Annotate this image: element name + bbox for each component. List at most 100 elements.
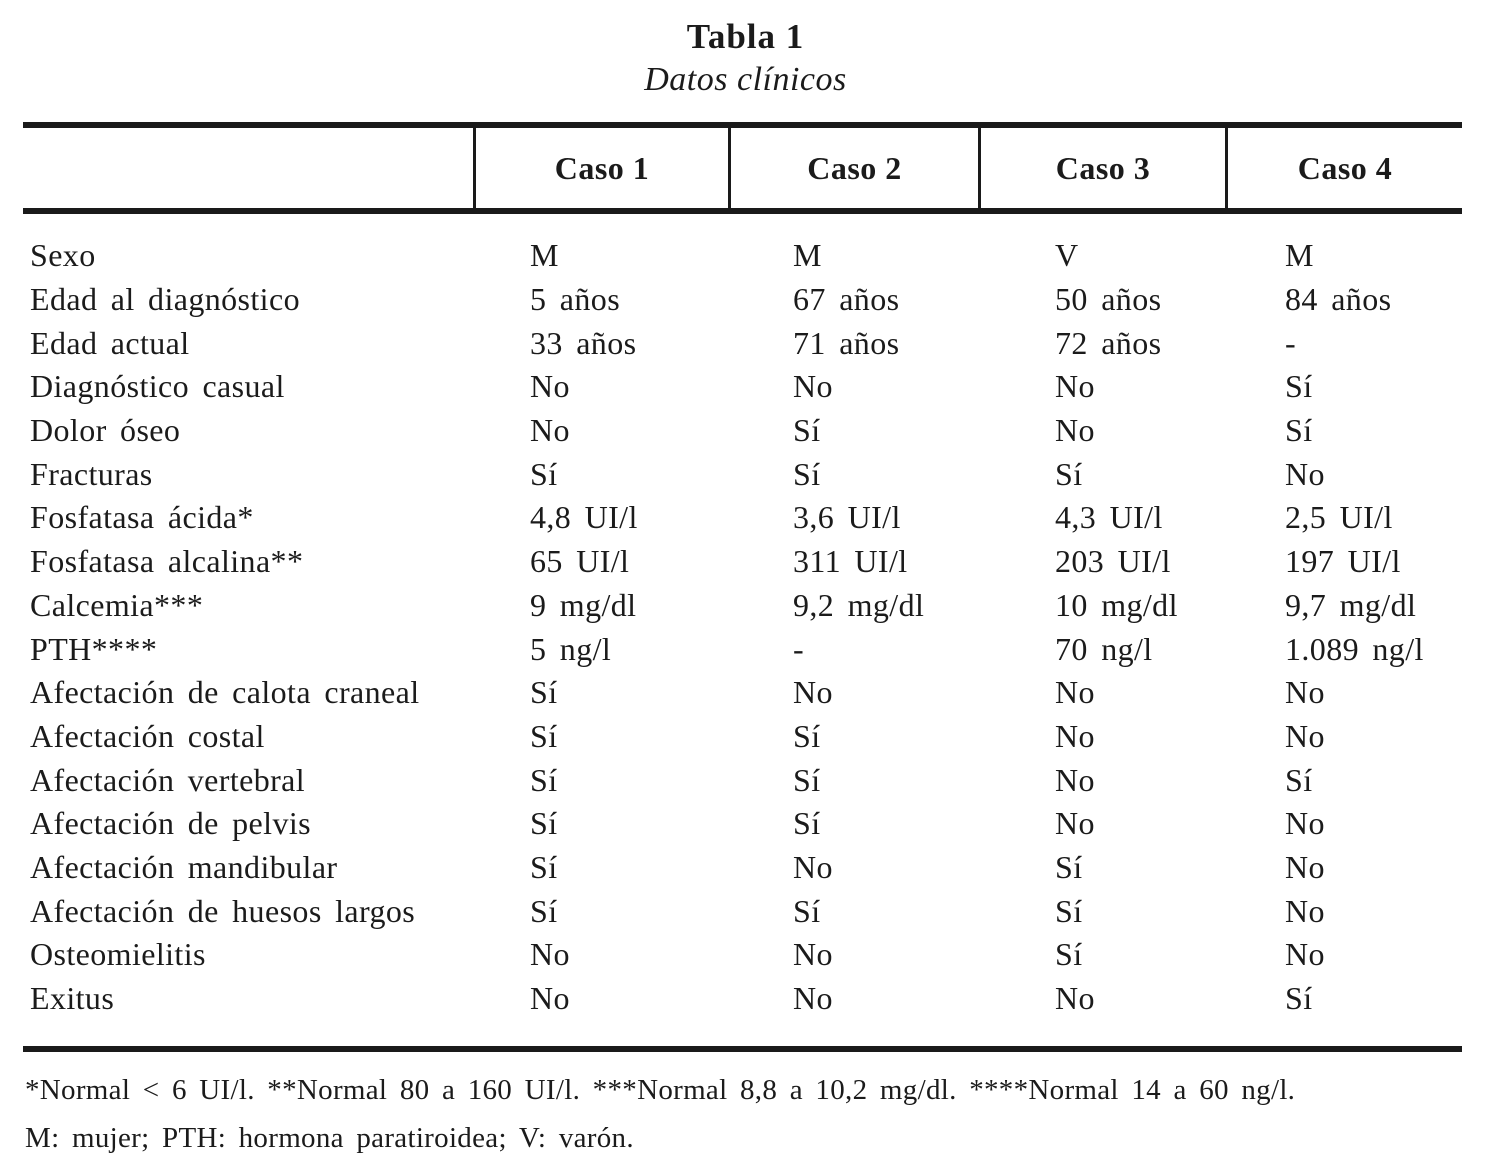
table-cell-caso-2: 9,2 mg/dl [793,586,925,623]
column-header-caso-4: Caso 4 [1225,128,1462,208]
table-cell-caso-2: No [793,674,833,711]
column-header-empty [23,128,473,208]
table-cell-caso-1: 65 UI/l [530,543,630,580]
row-label: PTH**** [30,630,158,667]
row-label: Afectación de calota craneal [30,674,420,711]
table-cell-caso-2: No [793,848,833,885]
table-row: Afectación de pelvis Sí Sí No No [23,802,1462,846]
table-cell-caso-2: M [793,237,822,274]
table-cell-caso-3: V [1055,237,1079,274]
table-cell-caso-4: No [1285,936,1325,973]
footnotes: *Normal < 6 UI/l. **Normal 80 a 160 UI/l… [25,1066,1465,1162]
row-label: Fracturas [30,455,153,492]
row-label: Calcemia*** [30,586,204,623]
table-row: PTH**** 5 ng/l - 70 ng/l 1.089 ng/l [23,627,1462,671]
table-cell-caso-3: Sí [1055,936,1083,973]
row-label: Osteomielitis [30,936,206,973]
table-cell-caso-4: Sí [1285,980,1313,1017]
table-cell-caso-1: 5 años [530,281,621,318]
table-cell-caso-1: 33 años [530,324,637,361]
table-cell-caso-1: Sí [530,848,558,885]
table-row: Afectación vertebral Sí Sí No Sí [23,758,1462,802]
table-row: Osteomielitis No No Sí No [23,933,1462,977]
table-cell-caso-4: No [1285,674,1325,711]
table-cell-caso-4: 84 años [1285,281,1392,318]
table-row: Afectación costal Sí Sí No No [23,715,1462,759]
table-row: Edad al diagnóstico 5 años 67 años 50 añ… [23,278,1462,322]
table-title: Tabla 1 [686,17,805,56]
table-cell-caso-2: 67 años [793,281,900,318]
table-cell-caso-1: No [530,368,570,405]
table-row: Fosfatasa alcalina** 65 UI/l 311 UI/l 20… [23,540,1462,584]
table-row: Edad actual 33 años 71 años 72 años - [23,321,1462,365]
table-row: Afectación de calota craneal Sí No No No [23,671,1462,715]
table-cell-caso-3: 203 UI/l [1055,543,1171,580]
table-cell-caso-2: Sí [793,892,821,929]
table-cell-caso-3: No [1055,717,1095,754]
table-cell-caso-4: No [1285,455,1325,492]
row-label: Afectación costal [30,717,265,754]
row-label: Edad al diagnóstico [30,281,300,318]
table-cell-caso-4: Sí [1285,761,1313,798]
table-cell-caso-2: Sí [793,805,821,842]
table-cell-caso-3: No [1055,412,1095,449]
table-cell-caso-2: 311 UI/l [793,543,908,580]
table-cell-caso-3: No [1055,761,1095,798]
table-cell-caso-4: M [1285,237,1314,274]
table-row: Dolor óseo No Sí No Sí [23,409,1462,453]
table-cell-caso-1: Sí [530,892,558,929]
table-cell-caso-1: Sí [530,717,558,754]
table-cell-caso-4: No [1285,717,1325,754]
table-row: Afectación de huesos largos Sí Sí Sí No [23,889,1462,933]
table-cell-caso-2: Sí [793,761,821,798]
row-label: Afectación vertebral [30,761,306,798]
table-cell-caso-3: No [1055,805,1095,842]
table-row: Fracturas Sí Sí Sí No [23,452,1462,496]
table-row: Afectación mandibular Sí No Sí No [23,846,1462,890]
table-cell-caso-1: No [530,936,570,973]
table-cell-caso-1: Sí [530,455,558,492]
table-cell-caso-2: Sí [793,455,821,492]
footnote-abbreviations: M: mujer; PTH: hormona paratiroidea; V: … [25,1122,634,1154]
table-cell-caso-2: Sí [793,717,821,754]
column-header-caso-3: Caso 3 [978,128,1225,208]
row-label: Fosfatasa alcalina** [30,543,304,580]
row-label: Fosfatasa ácida* [30,499,254,536]
table-cell-caso-2: No [793,368,833,405]
table-cell-caso-3: No [1055,980,1095,1017]
row-label: Afectación de pelvis [30,805,311,842]
table-cell-caso-4: - [1285,324,1297,361]
table-cell-caso-4: No [1285,805,1325,842]
table-cell-caso-4: 1.089 ng/l [1285,630,1424,667]
table-cell-caso-1: 4,8 UI/l [530,499,638,536]
table-cell-caso-3: 10 mg/dl [1055,586,1178,623]
table-cell-caso-2: No [793,980,833,1017]
row-label: Dolor óseo [30,412,181,449]
table-cell-caso-4: No [1285,848,1325,885]
table-cell-caso-3: 70 ng/l [1055,630,1153,667]
footnote-normal-ranges: *Normal < 6 UI/l. **Normal 80 a 160 UI/l… [25,1074,1296,1106]
table-cell-caso-3: Sí [1055,455,1083,492]
table-cell-caso-3: 4,3 UI/l [1055,499,1163,536]
table-cell-caso-4: No [1285,892,1325,929]
table-cell-caso-2: Sí [793,412,821,449]
table-cell-caso-4: 197 UI/l [1285,543,1401,580]
table-cell-caso-1: 5 ng/l [530,630,612,667]
table-cell-caso-2: No [793,936,833,973]
table-subtitle: Datos clínicos [644,61,847,98]
table-cell-caso-1: Sí [530,674,558,711]
table-cell-caso-4: 9,7 mg/dl [1285,586,1417,623]
table-cell-caso-1: M [530,237,559,274]
table-row: Calcemia*** 9 mg/dl 9,2 mg/dl 10 mg/dl 9… [23,584,1462,628]
title-block: Tabla 1 Datos clínicos [0,16,1491,102]
table-cell-caso-1: Sí [530,805,558,842]
table-cell-caso-4: Sí [1285,412,1313,449]
row-label: Afectación mandibular [30,848,338,885]
table-cell-caso-3: 50 años [1055,281,1162,318]
table-row: Diagnóstico casual No No No Sí [23,365,1462,409]
row-label: Afectación de huesos largos [30,892,416,929]
row-label: Diagnóstico casual [30,368,285,405]
table-row: Fosfatasa ácida* 4,8 UI/l 3,6 UI/l 4,3 U… [23,496,1462,540]
table-cell-caso-2: - [793,630,805,667]
